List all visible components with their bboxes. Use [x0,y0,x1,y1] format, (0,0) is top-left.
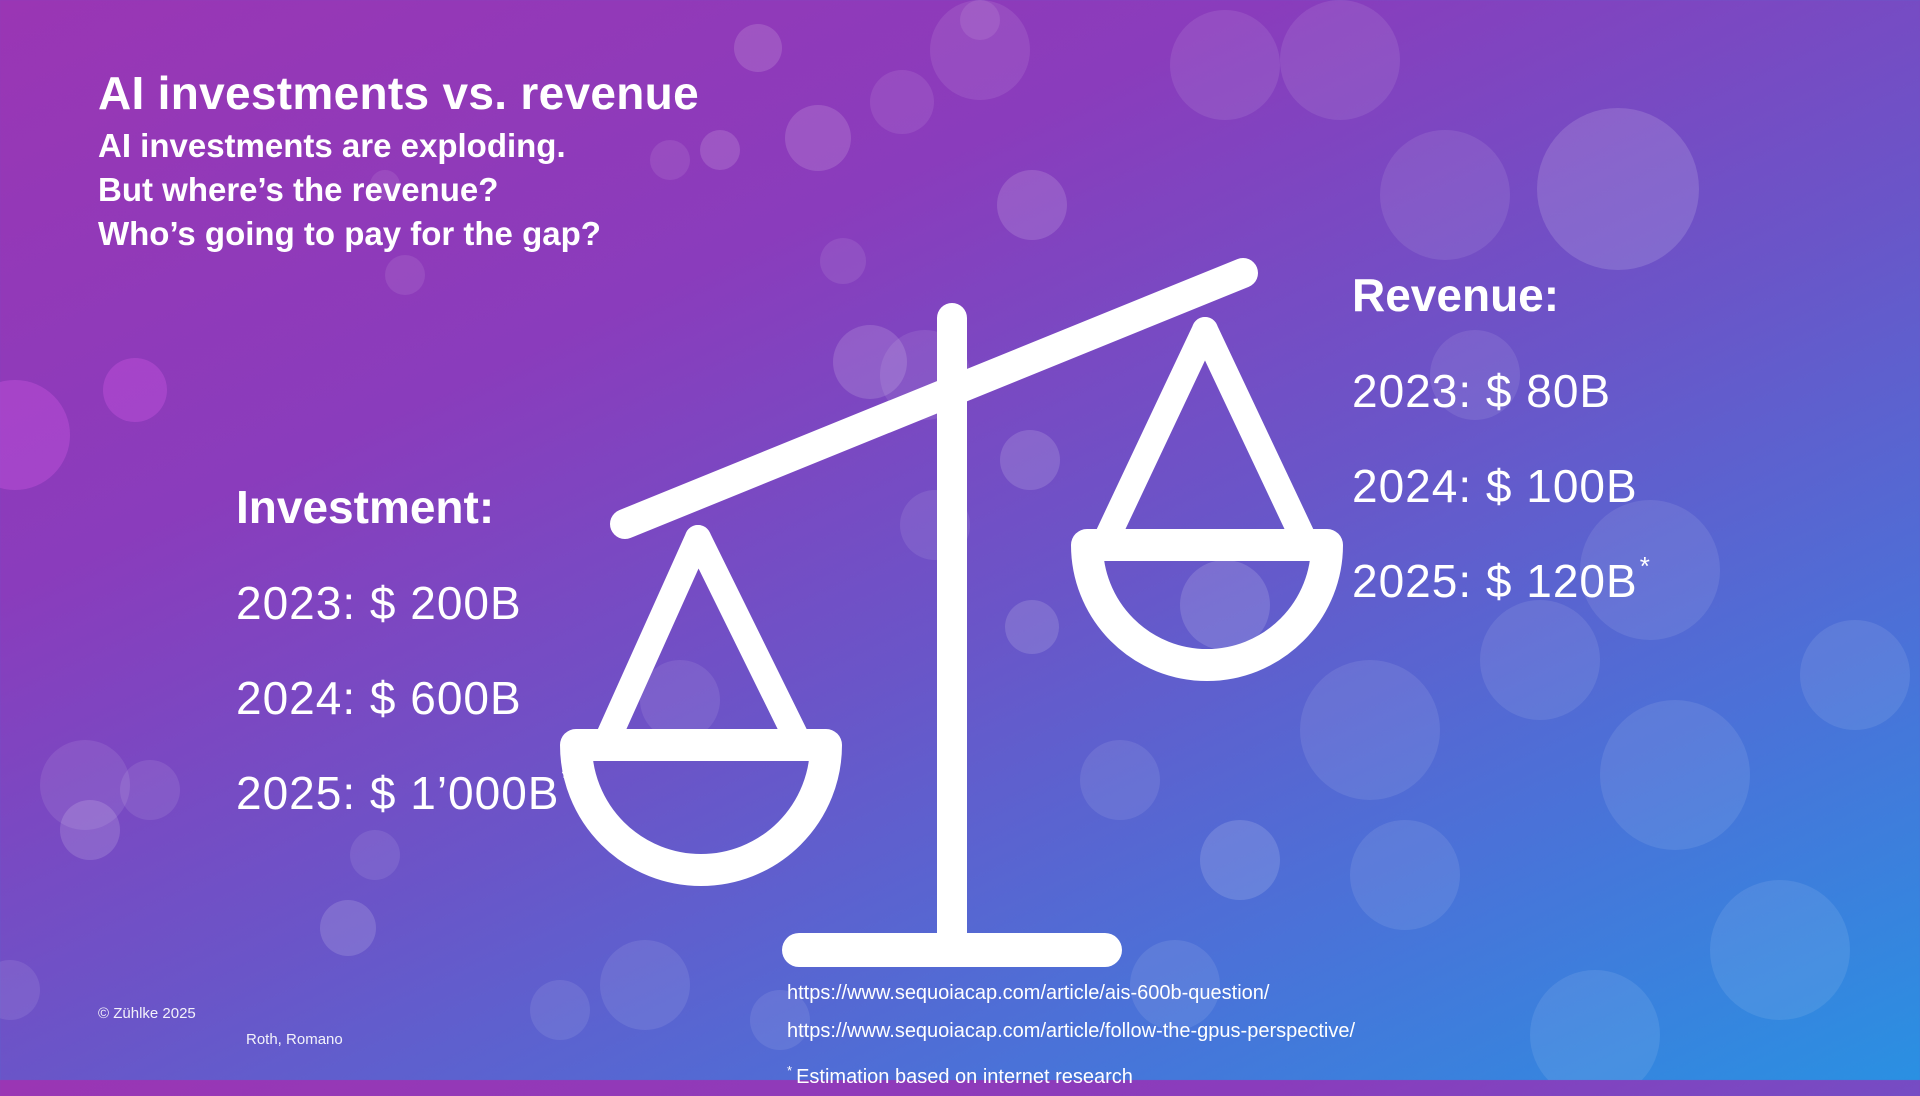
investment-block: Investment: 2023: $ 200B 2024: $ 600B 20… [236,480,573,833]
references: https://www.sequoiacap.com/article/ais-6… [787,974,1355,1096]
revenue-value: 2025: $ 120B [1352,555,1638,607]
author: Roth, Romano [246,1031,343,1048]
slide-subtitle: AI investments are exploding. But where’… [98,124,601,256]
investment-value: 2024: $ 600B [236,672,522,724]
copyright: © Zühlke 2025 [98,1005,196,1022]
revenue-heading: Revenue: [1352,269,1560,321]
revenue-row: 2023: $ 80B [1352,336,1651,431]
reference-link[interactable]: https://www.sequoiacap.com/article/follo… [787,1020,1356,1042]
footnote-text: Estimation based on internet research [796,1066,1133,1088]
revenue-value: 2024: $ 100B [1352,460,1638,512]
investment-value: 2025: $ 1’000B [236,767,560,819]
investment-value: 2023: $ 200B [236,577,522,629]
footnote-mark: * [787,1063,793,1078]
estimate-mark: * [1639,551,1651,581]
investment-row: 2025: $ 1’000B* [236,738,573,833]
revenue-row: 2025: $ 120B* [1352,526,1651,621]
reference-link[interactable]: https://www.sequoiacap.com/article/ais-6… [787,982,1270,1004]
revenue-row: 2024: $ 100B [1352,431,1651,526]
investment-row: 2023: $ 200B [236,548,573,643]
estimate-mark: * [561,763,573,793]
slide-title: AI investments vs. revenue [98,67,699,119]
estimation-footnote: * Estimation based on internet research [787,1052,1355,1096]
revenue-value: 2023: $ 80B [1352,365,1612,417]
investment-heading: Investment: [236,481,495,533]
revenue-block: Revenue: 2023: $ 80B 2024: $ 100B 2025: … [1352,268,1651,621]
subtitle-line: Who’s going to pay for the gap? [98,215,601,252]
investment-row: 2024: $ 600B [236,643,573,738]
subtitle-line: But where’s the revenue? [98,171,499,208]
subtitle-line: AI investments are exploding. [98,127,566,164]
